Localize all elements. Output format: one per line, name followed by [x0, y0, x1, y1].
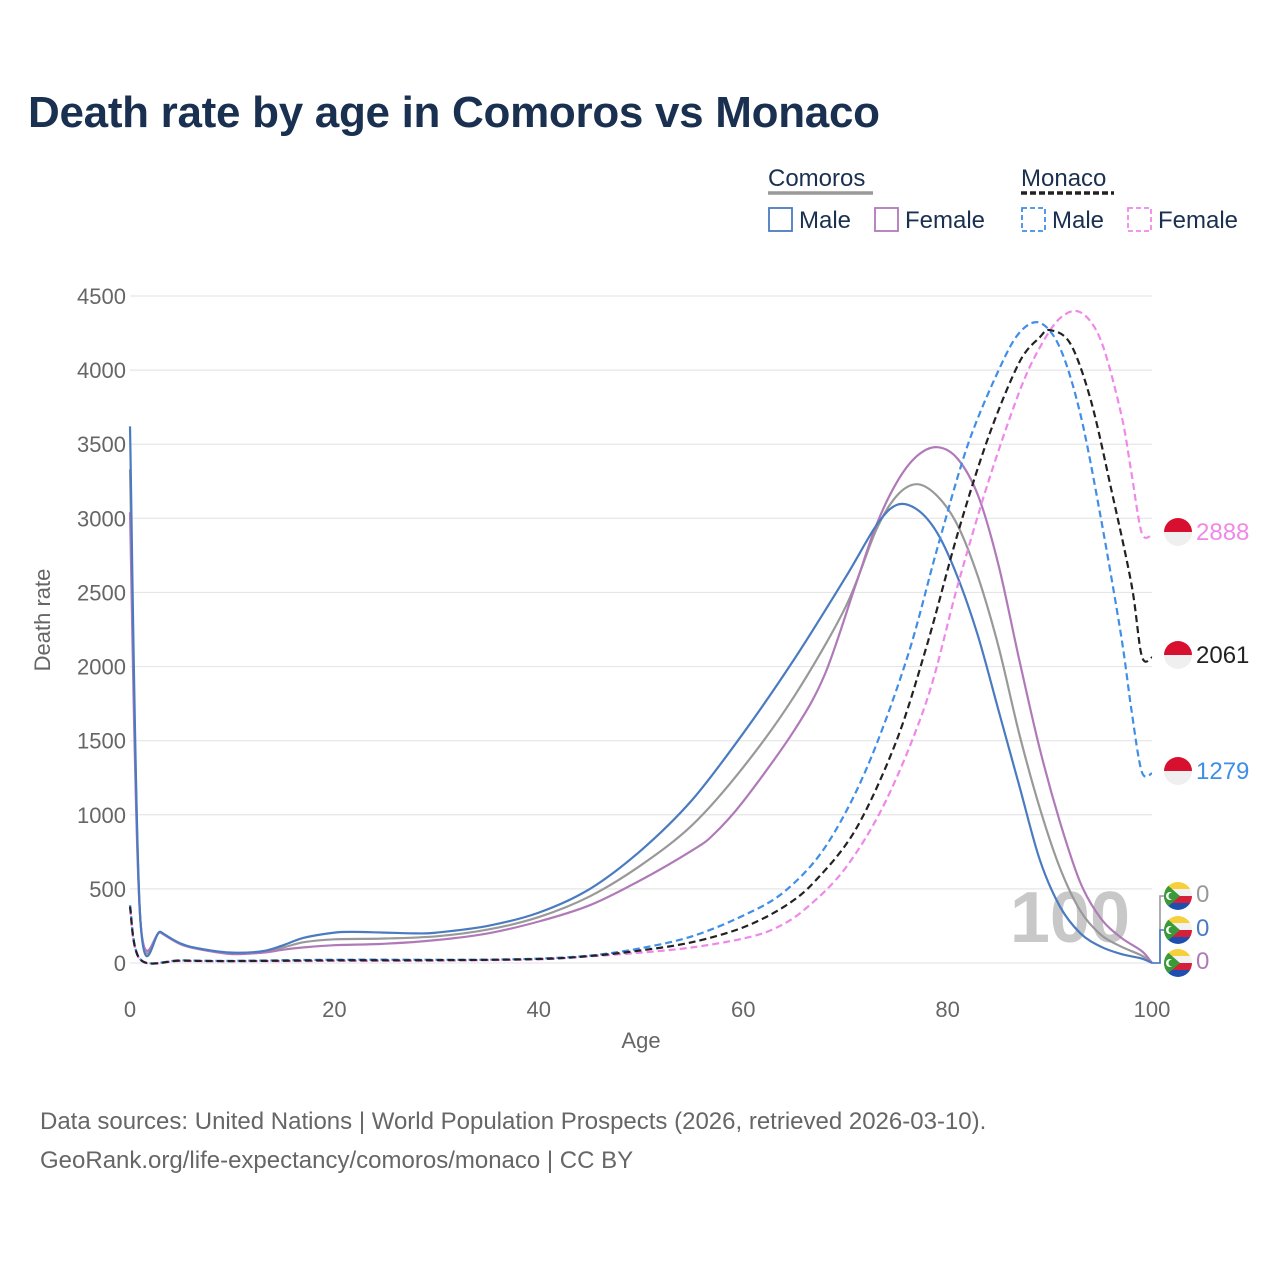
comoros-flag-icon — [1164, 882, 1192, 910]
monaco-flag-icon — [1164, 641, 1192, 669]
y-tick-label-1500: 1500 — [77, 729, 126, 754]
legend-group-comoros: Comoros — [768, 165, 865, 192]
y-tick-label-3500: 3500 — [77, 432, 126, 457]
series-layer — [128, 309, 1153, 965]
series-line-comoros-male — [128, 426, 1153, 965]
monaco-flag-icon — [1164, 518, 1192, 546]
comoros-flag-icon — [1164, 916, 1192, 944]
y-tick-label-2500: 2500 — [77, 580, 126, 605]
y-tick-label-4000: 4000 — [77, 358, 126, 383]
y-axis-label: Death rate — [30, 569, 55, 672]
legend-swatch-comoros-female[interactable] — [874, 207, 899, 232]
legend: Comoros Male Female Monaco Male Female — [768, 165, 1238, 234]
x-axis-label: Age — [621, 1028, 660, 1053]
legend-label-comoros-male[interactable]: Male — [799, 207, 851, 234]
end-label-monaco-male: 1279 — [1196, 758, 1249, 785]
end-label-monaco-total: 2061 — [1196, 642, 1249, 669]
legend-swatch-monaco-male[interactable] — [1021, 207, 1046, 232]
comoros-flag-icon — [1164, 949, 1192, 977]
legend-label-monaco-female[interactable]: Female — [1158, 207, 1238, 234]
y-tick-label-1000: 1000 — [77, 803, 126, 828]
x-tick-labels: 0 20 40 60 80 100 — [124, 997, 1170, 1022]
y-tick-label-0: 0 — [114, 951, 126, 976]
grid-layer — [130, 295, 1152, 964]
end-connector — [1152, 929, 1164, 964]
y-tick-labels: 0 500 1000 1500 2000 2500 3000 3500 4000 4500 — [77, 284, 126, 976]
end-label-monaco-female: 2888 — [1196, 519, 1249, 546]
legend-swatch-comoros-male[interactable] — [768, 207, 793, 232]
legend-label-monaco-male[interactable]: Male — [1052, 207, 1104, 234]
chart-title: Death rate by age in Comoros vs Monaco — [28, 88, 880, 137]
x-tick-label-0: 0 — [124, 997, 136, 1022]
x-tick-label-100: 100 — [1134, 997, 1171, 1022]
series-line-comoros-female — [128, 446, 1153, 964]
monaco-flag-icon — [1164, 757, 1192, 785]
series-line-monaco-male — [128, 321, 1153, 965]
y-tick-label-4500: 4500 — [77, 284, 126, 309]
legend-label-comoros-female[interactable]: Female — [905, 207, 985, 234]
y-tick-label-500: 500 — [89, 877, 126, 902]
end-label-comoros-total: 0 — [1196, 881, 1209, 908]
footer-link[interactable]: GeoRank.org/life-expectancy/comoros/mona… — [40, 1147, 634, 1174]
footer-sources: Data sources: United Nations | World Pop… — [40, 1108, 987, 1135]
y-tick-label-2000: 2000 — [77, 655, 126, 680]
end-label-comoros-female: 0 — [1196, 948, 1209, 975]
x-tick-label-20: 20 — [322, 997, 346, 1022]
end-labels: 2888 2061 1279 0 0 0 — [1152, 518, 1249, 977]
legend-swatch-monaco-female[interactable] — [1127, 207, 1152, 232]
y-tick-label-3000: 3000 — [77, 506, 126, 531]
x-tick-label-80: 80 — [935, 997, 959, 1022]
x-tick-label-40: 40 — [527, 997, 551, 1022]
series-line-monaco-total — [128, 328, 1153, 965]
end-label-comoros-male: 0 — [1196, 915, 1209, 942]
x-tick-label-60: 60 — [731, 997, 755, 1022]
legend-group-monaco: Monaco — [1021, 165, 1106, 192]
